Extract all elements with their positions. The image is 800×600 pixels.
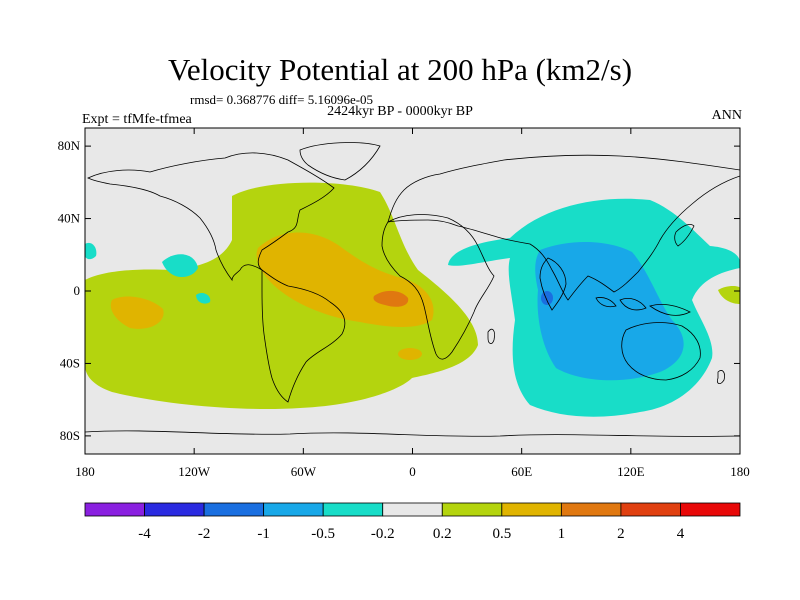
experiment-label: Expt = tfMfe-tfmea <box>82 112 192 127</box>
lon-tick-label: 0 <box>409 464 416 479</box>
colorbar-box <box>84 502 145 517</box>
colorbar-label: 4 <box>677 526 685 542</box>
lat-tick-label: 40N <box>58 211 81 226</box>
lat-tick-label: 0 <box>74 283 81 298</box>
colorbar-label: 0.5 <box>492 526 511 542</box>
colorbar-label: -1 <box>257 526 270 542</box>
negative-field-0p2-pacific <box>162 254 198 278</box>
colorbar-label: 0.2 <box>433 526 452 542</box>
colorbar-label: -4 <box>138 526 151 542</box>
rmsd-diff-stats: rmsd= 0.368776 diff= 5.16096e-05 <box>190 92 374 107</box>
colorbar-box <box>322 502 384 517</box>
colorbar-box <box>263 502 324 517</box>
lat-tick-label: 80N <box>58 138 81 153</box>
colorbar-box <box>501 502 562 517</box>
lon-tick-label: 180 <box>730 464 750 479</box>
latitude-axis: 80N 40N 0 40S 80S <box>58 138 740 443</box>
plot-title: Velocity Potential at 200 hPa (km2/s) <box>167 52 633 87</box>
positive-field-0p5-pacific <box>110 296 164 329</box>
colorbar-label: -2 <box>198 526 211 542</box>
colorbar-box <box>620 502 681 517</box>
contour-fields <box>85 142 740 437</box>
colorbar-box <box>680 502 741 517</box>
colorbar-boxes <box>84 502 741 517</box>
season-label: ANN <box>711 108 742 123</box>
colorbar-box <box>560 502 622 517</box>
lon-tick-label: 60W <box>291 464 317 479</box>
longitude-axis: 180 120W 60W 0 60E 120E 180 <box>75 128 750 479</box>
period-label: 2424kyr BP - 0000kyr BP <box>327 104 473 119</box>
negative-field-0p5 <box>535 241 684 381</box>
positive-field-0p5-south-atlantic <box>398 348 422 360</box>
colorbar-label: 2 <box>617 526 625 542</box>
colorbar-box <box>203 502 265 517</box>
negative-field-0p2-dateline <box>85 242 97 260</box>
coastlines <box>85 142 740 437</box>
lon-tick-label: 180 <box>75 464 95 479</box>
positive-field-1 <box>373 290 409 307</box>
lon-tick-label: 60E <box>511 464 532 479</box>
colorbar-box <box>144 502 205 517</box>
negative-field-0p2-east-pacific <box>196 292 211 304</box>
lon-tick-label: 120E <box>617 464 645 479</box>
colorbar-box <box>382 502 443 517</box>
colorbar-label: -0.5 <box>311 526 335 542</box>
lat-tick-label: 80S <box>60 428 80 443</box>
colorbar-label: 1 <box>558 526 566 542</box>
lon-tick-label: 120W <box>178 464 211 479</box>
negative-field-1 <box>541 291 553 305</box>
lat-tick-label: 40S <box>60 355 80 370</box>
colorbar-label: -0.2 <box>371 526 395 542</box>
colorbar-labels: -4 -2 -1 -0.5 -0.2 0.2 0.5 1 2 4 <box>138 526 684 542</box>
colorbar-box <box>441 502 503 517</box>
positive-field-0p2 <box>85 182 478 410</box>
